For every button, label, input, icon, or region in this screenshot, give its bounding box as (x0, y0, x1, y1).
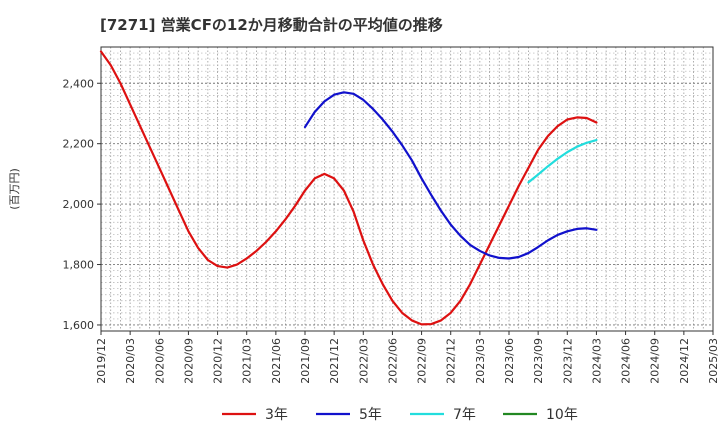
plot-area (101, 47, 713, 331)
y-tick-label: 1,800 (63, 259, 95, 272)
x-tick-label: 2019/12 (95, 338, 108, 384)
x-tick-label: 2020/06 (153, 338, 166, 384)
x-tick-label: 2021/03 (241, 338, 254, 384)
x-tick-label: 2022/12 (445, 338, 458, 384)
x-tick-label: 2025/03 (707, 338, 720, 384)
x-tick-label: 2023/09 (532, 338, 545, 384)
y-tick-label: 2,000 (63, 198, 95, 211)
x-tick-label: 2020/09 (182, 338, 195, 384)
chart-title: [7271] 営業CFの12か月移動合計の平均値の推移 (100, 16, 443, 34)
legend-label: 10年 (546, 407, 578, 423)
x-tick-label: 2020/12 (212, 338, 225, 384)
x-tick-label: 2022/09 (416, 338, 429, 384)
legend-label: 7年 (453, 407, 476, 423)
y-tick-label: 1,600 (63, 319, 95, 332)
series-line (527, 138, 598, 184)
x-tick-label: 2023/06 (503, 338, 516, 384)
x-tick-label: 2021/06 (270, 338, 283, 384)
x-tick-label: 2024/06 (620, 338, 633, 384)
y-tick-label: 2,400 (63, 77, 95, 90)
y-axis-label: (百万円) (8, 168, 21, 210)
plot-frame (100, 46, 714, 332)
series-line (99, 50, 598, 326)
y-tick-label: 2,200 (63, 138, 95, 151)
legend-label: 5年 (359, 407, 382, 423)
x-tick-label: 2024/09 (649, 338, 662, 384)
x-tick-label: 2024/03 (590, 338, 603, 384)
x-tick-label: 2022/06 (386, 338, 399, 384)
x-tick-label: 2021/12 (328, 338, 341, 384)
x-tick-label: 2021/09 (299, 338, 312, 384)
x-tick-label: 2023/12 (561, 338, 574, 384)
x-tick-label: 2022/03 (357, 338, 370, 384)
x-tick-label: 2023/03 (474, 338, 487, 384)
series-line (303, 91, 598, 260)
x-tick-label: 2024/12 (678, 338, 691, 384)
legend-label: 3年 (265, 407, 288, 423)
x-tick-label: 2020/03 (124, 338, 137, 384)
